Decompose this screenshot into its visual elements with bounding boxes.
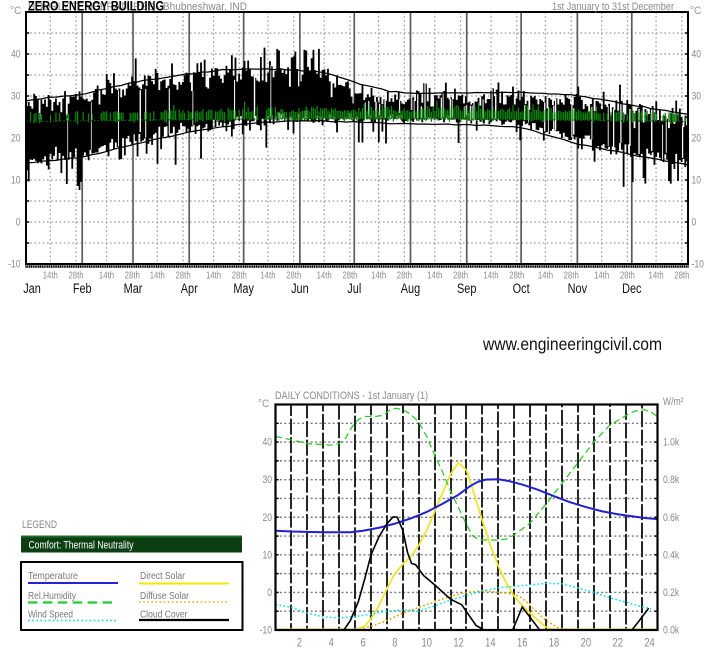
svg-text:-10: -10 (692, 259, 704, 271)
svg-text:Temperature: Temperature (28, 570, 78, 582)
svg-text:°C: °C (258, 398, 269, 410)
svg-text:28th: 28th (232, 270, 247, 282)
svg-text:0.4k: 0.4k (663, 549, 680, 561)
svg-text:20: 20 (692, 133, 702, 145)
svg-text:28th: 28th (342, 270, 357, 282)
svg-text:28th: 28th (397, 270, 412, 282)
svg-text:1st January to 31st December: 1st January to 31st December (552, 1, 674, 13)
svg-text:10: 10 (692, 175, 702, 187)
svg-text:0.6k: 0.6k (663, 512, 680, 524)
svg-text:LEGEND: LEGEND (22, 519, 57, 531)
svg-text:28th: 28th (286, 270, 301, 282)
svg-text:4: 4 (329, 638, 335, 650)
svg-text:0.2k: 0.2k (663, 587, 680, 599)
svg-text:28th: 28th (509, 270, 524, 282)
svg-text:Sep: Sep (457, 281, 476, 296)
svg-text:-10: -10 (8, 259, 20, 271)
svg-text:30: 30 (262, 474, 272, 486)
svg-text:28th: 28th (564, 270, 579, 282)
svg-text:20: 20 (11, 133, 21, 145)
svg-text:Feb: Feb (73, 281, 92, 296)
svg-text:Diffuse Solar: Diffuse Solar (140, 590, 189, 602)
svg-text:0.8k: 0.8k (663, 474, 680, 486)
svg-text:14th: 14th (206, 270, 221, 282)
svg-text:www.engineeringcivil.com: www.engineeringcivil.com (482, 334, 662, 354)
svg-text:20: 20 (581, 638, 591, 650)
svg-text:40: 40 (11, 49, 21, 61)
svg-text:Oct: Oct (513, 281, 530, 296)
svg-text:Wind Speed: Wind Speed (28, 609, 73, 621)
svg-text:Aug: Aug (401, 281, 420, 296)
svg-text:ZERO ENERGY BUILDING: ZERO ENERGY BUILDING (28, 0, 164, 14)
svg-text:14th: 14th (538, 270, 553, 282)
svg-text:Dec: Dec (622, 281, 642, 296)
svg-text:DAILY CONDITIONS - 1st January: DAILY CONDITIONS - 1st January (1) (275, 390, 428, 402)
svg-text:2: 2 (297, 638, 302, 650)
svg-text:0: 0 (692, 217, 697, 229)
svg-text:°C: °C (10, 5, 21, 17)
svg-text:Jun: Jun (291, 281, 309, 296)
svg-text:W/m²: W/m² (663, 396, 684, 408)
svg-text:10: 10 (262, 549, 272, 561)
svg-text:10: 10 (422, 638, 432, 650)
svg-text:Cloud Cover: Cloud Cover (140, 609, 188, 621)
svg-text:14th: 14th (371, 270, 386, 282)
svg-text:18: 18 (549, 638, 559, 650)
svg-text:Direct Solar: Direct Solar (140, 570, 185, 582)
svg-text:14th: 14th (483, 270, 498, 282)
svg-text:14th: 14th (43, 270, 58, 282)
svg-text:8: 8 (392, 638, 397, 650)
svg-text:14th: 14th (260, 270, 275, 282)
svg-text:24: 24 (644, 638, 655, 650)
svg-text:1.0k: 1.0k (663, 437, 680, 449)
svg-text:Apr: Apr (181, 281, 198, 296)
svg-text:14th: 14th (99, 270, 114, 282)
svg-text:28th: 28th (620, 270, 635, 282)
svg-text:14: 14 (485, 638, 496, 650)
svg-text:Comfort: Thermal Neutrality: Comfort: Thermal Neutrality (29, 540, 134, 552)
svg-text:12: 12 (453, 638, 463, 650)
svg-text:10: 10 (11, 175, 21, 187)
svg-text:28th: 28th (453, 270, 468, 282)
svg-text:30: 30 (11, 91, 21, 103)
svg-text:°C: °C (690, 5, 701, 17)
svg-text:28th: 28th (674, 270, 689, 282)
svg-text:0.0k: 0.0k (663, 625, 680, 637)
svg-text:0: 0 (267, 587, 272, 599)
svg-text:28th: 28th (125, 270, 140, 282)
svg-text:30: 30 (692, 91, 702, 103)
svg-text:40: 40 (692, 49, 702, 61)
svg-text:0: 0 (16, 217, 21, 229)
svg-text:Mar: Mar (124, 281, 143, 296)
svg-text:16: 16 (517, 638, 527, 650)
svg-text:HOURLY TEMPERATURES - Bhubnesh: HOURLY TEMPERATURES - Bhubneshwar, IND (28, 1, 247, 13)
svg-text:20: 20 (262, 512, 272, 524)
svg-text:14th: 14th (317, 270, 332, 282)
svg-text:22: 22 (613, 638, 623, 650)
svg-text:Jan: Jan (23, 281, 41, 296)
svg-text:28th: 28th (68, 270, 83, 282)
svg-text:Rel.Humidity: Rel.Humidity (28, 590, 77, 602)
svg-text:May: May (233, 281, 254, 296)
svg-text:-10: -10 (260, 625, 272, 637)
svg-text:Jul: Jul (347, 281, 361, 296)
svg-text:Nov: Nov (568, 281, 588, 296)
svg-text:14th: 14th (594, 270, 609, 282)
svg-text:14th: 14th (150, 270, 165, 282)
svg-text:14th: 14th (648, 270, 663, 282)
svg-text:40: 40 (262, 437, 272, 449)
svg-text:14th: 14th (427, 270, 442, 282)
svg-text:28th: 28th (175, 270, 190, 282)
svg-text:6: 6 (360, 638, 365, 650)
